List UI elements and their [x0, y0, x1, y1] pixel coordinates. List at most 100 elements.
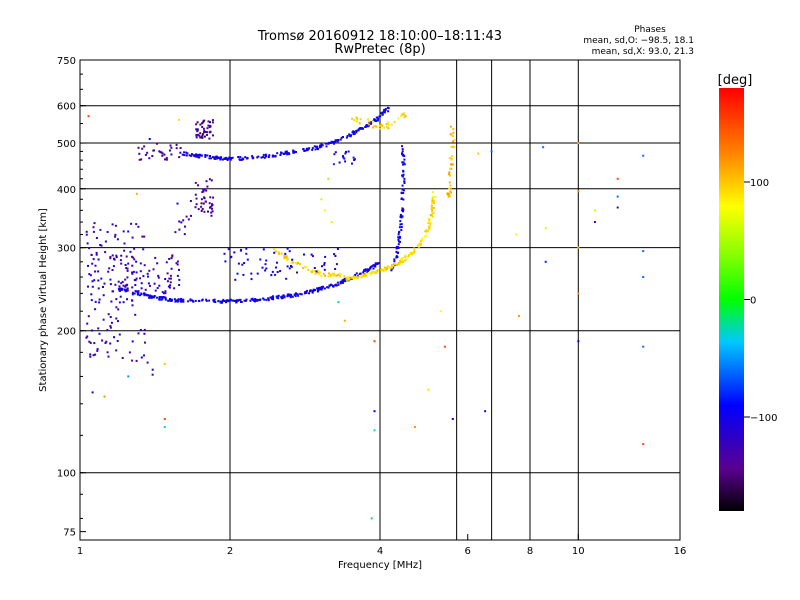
echo-point — [398, 240, 400, 243]
echo-point — [204, 200, 207, 203]
echo-point — [156, 142, 158, 145]
echo-point — [89, 355, 92, 358]
echo-point — [373, 264, 376, 267]
echo-point — [176, 274, 179, 277]
echo-point — [430, 213, 433, 216]
echo-point — [154, 256, 157, 259]
echo-point — [398, 226, 401, 229]
echo-point — [348, 133, 351, 136]
echo-point — [330, 140, 333, 143]
echo-point — [208, 131, 211, 134]
echo-point — [396, 256, 399, 258]
echo-point — [95, 251, 98, 254]
echo-point — [178, 220, 181, 223]
echo-point — [432, 207, 435, 209]
echo-point — [138, 158, 141, 161]
echo-point — [119, 259, 122, 262]
echo-point — [205, 180, 208, 183]
echo-point — [161, 291, 164, 294]
echo-point — [118, 333, 121, 336]
echo-point — [206, 127, 209, 130]
echo-point — [208, 157, 211, 160]
echo-point — [402, 161, 405, 164]
echo-point — [398, 237, 401, 240]
echo-point — [327, 177, 330, 180]
echo-point — [185, 151, 188, 154]
echo-point — [249, 299, 252, 302]
echo-point — [283, 255, 286, 258]
echo-point — [187, 218, 190, 221]
echo-point — [348, 277, 351, 280]
echo-point — [167, 285, 170, 288]
echo-point — [344, 160, 347, 163]
echo-point — [202, 120, 205, 123]
echo-point — [327, 142, 330, 144]
echo-point — [393, 263, 396, 266]
echo-point — [277, 294, 280, 297]
colorbar-tick-label: −100 — [750, 413, 777, 424]
echo-point — [333, 153, 336, 156]
echo-point — [126, 289, 129, 292]
echo-point — [123, 242, 126, 245]
echo-point — [169, 298, 171, 300]
echo-point — [141, 147, 144, 150]
echo-point — [195, 155, 198, 158]
echo-point — [304, 291, 307, 294]
echo-point — [402, 192, 405, 194]
echo-point — [450, 163, 453, 166]
echo-point — [358, 122, 361, 125]
echo-point — [334, 255, 337, 257]
echo-point — [285, 255, 288, 258]
echo-point — [327, 274, 330, 277]
echo-point — [452, 128, 455, 131]
echo-point — [204, 154, 207, 156]
echo-point — [378, 262, 381, 265]
echo-point — [413, 426, 416, 428]
echo-point — [399, 220, 402, 223]
echo-point — [201, 191, 204, 194]
echo-point — [451, 135, 454, 138]
echo-point — [93, 342, 96, 345]
echo-point — [395, 250, 398, 253]
echo-point — [402, 170, 405, 173]
echo-point — [317, 287, 320, 290]
echo-point — [292, 151, 295, 154]
echo-point — [169, 144, 172, 147]
echo-point — [285, 150, 288, 153]
echo-point — [234, 278, 237, 281]
echo-point — [362, 127, 364, 130]
echo-point — [206, 131, 209, 134]
echo-point — [477, 152, 480, 155]
echo-point — [130, 299, 133, 302]
echo-point — [431, 215, 434, 218]
echo-point — [195, 128, 198, 131]
echo-point — [109, 316, 112, 318]
echo-point — [386, 265, 389, 268]
echo-point — [204, 131, 207, 133]
echo-point — [226, 159, 229, 161]
echo-point — [143, 145, 146, 148]
echo-point — [368, 268, 371, 271]
x-axis-label: Frequency [MHz] — [338, 560, 422, 571]
echo-point — [89, 274, 92, 277]
echo-point — [357, 275, 360, 278]
echo-point — [152, 295, 155, 298]
echo-point — [308, 292, 310, 295]
echo-point — [403, 163, 406, 166]
echo-point — [332, 141, 335, 144]
echo-point — [439, 310, 442, 313]
echo-point — [88, 247, 91, 250]
echo-point — [227, 299, 230, 302]
echo-point — [265, 298, 268, 301]
echo-point — [429, 221, 431, 224]
echo-point — [338, 273, 341, 276]
echo-point — [450, 133, 453, 136]
x-tick-label: 6 — [465, 546, 471, 557]
echo-point — [311, 255, 314, 258]
echo-point — [149, 284, 151, 287]
echo-point — [265, 267, 268, 270]
echo-point — [270, 296, 273, 299]
echo-point — [168, 277, 171, 280]
echo-point — [402, 163, 405, 166]
